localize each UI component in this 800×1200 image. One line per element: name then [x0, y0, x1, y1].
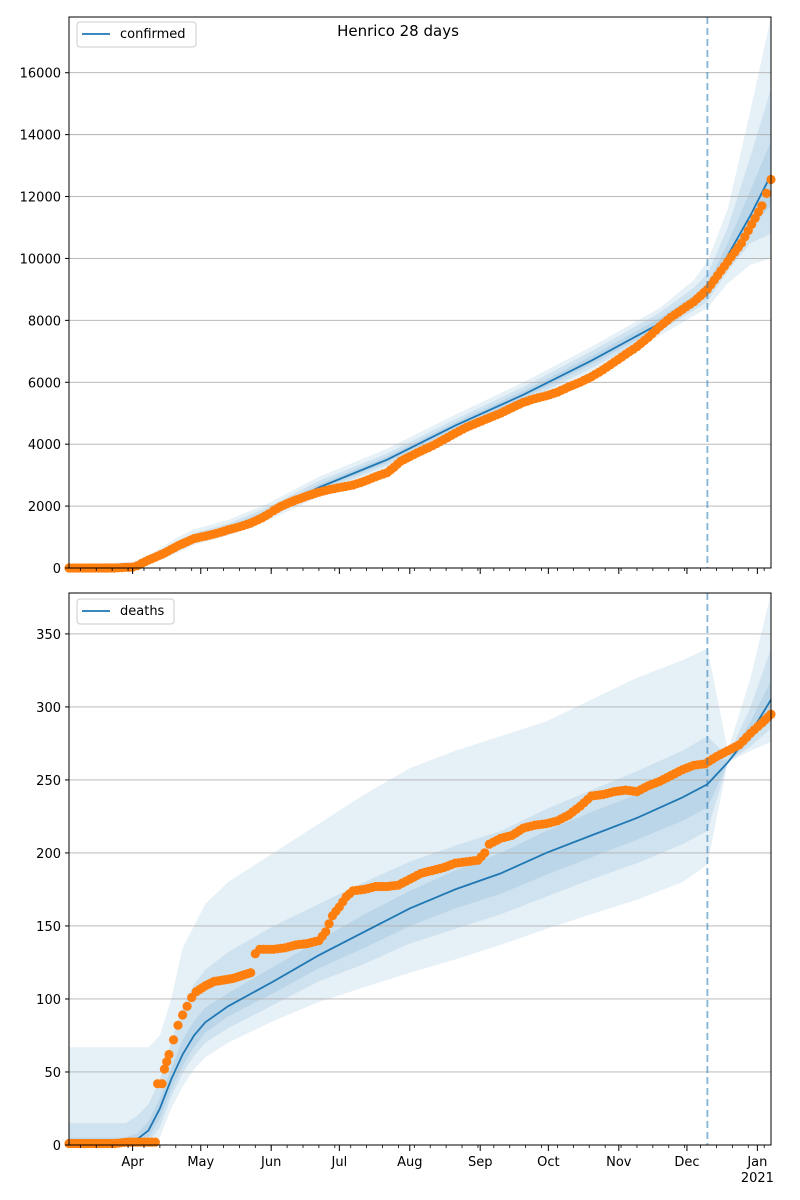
observed-point — [159, 1064, 169, 1074]
x-tick-label: Aug — [397, 1155, 422, 1170]
deaths-axes — [68, 592, 772, 1146]
legend-label-deaths: deaths — [120, 604, 165, 619]
x-tick-label: Jun — [260, 1155, 281, 1170]
observed-point — [246, 968, 256, 978]
x-axis-year-label: 2021 — [741, 1171, 774, 1186]
observed-point — [150, 1137, 160, 1147]
uncertainty-band — [69, 648, 771, 1145]
y-tick-label: 300 — [36, 701, 61, 716]
y-tick-label: 150 — [36, 920, 61, 935]
x-tick-label: Sep — [468, 1155, 493, 1170]
x-tick-label: Nov — [606, 1155, 632, 1170]
x-tick-label: Jan — [746, 1155, 767, 1170]
y-tick-label: 50 — [44, 1066, 61, 1081]
y-tick-label: 250 — [36, 774, 61, 789]
deaths-observed-points — [64, 709, 776, 1149]
deaths-legend: deaths — [76, 598, 175, 625]
observed-point — [162, 1057, 172, 1067]
observed-point — [168, 1035, 179, 1045]
y-tick-label: 0 — [53, 1139, 61, 1154]
y-tick-label: 16000 — [20, 67, 61, 82]
x-tick-label: Dec — [674, 1155, 699, 1170]
x-tick-label: Jul — [331, 1155, 348, 1170]
observed-point — [761, 188, 772, 198]
observed-point — [321, 927, 331, 937]
x-tick-label: May — [187, 1155, 214, 1170]
observed-point — [480, 848, 490, 858]
y-tick-label: 10000 — [20, 252, 61, 267]
confirmed-legend: confirmed — [76, 21, 197, 48]
y-tick-label: 6000 — [28, 376, 61, 391]
confirmed-x-ticks — [79, 568, 765, 574]
deaths-panel: 0 50 100 150 200 250 300 350 deaths — [36, 592, 776, 1154]
confirmed-y-ticks: 0 2000 4000 6000 8000 10000 12000 14000 16000 — [20, 67, 69, 577]
observed-point — [173, 1020, 183, 1030]
deaths-model-line — [69, 699, 772, 1146]
chart-title: Henrico 28 days — [337, 22, 459, 40]
observed-point — [757, 201, 767, 211]
confirmed-panel: 0 2000 4000 6000 8000 10000 12000 14000 16000 co… — [20, 16, 776, 577]
plot-frame — [68, 16, 772, 569]
legend-box — [76, 598, 175, 625]
observed-point — [324, 919, 334, 929]
y-tick-label: 8000 — [28, 314, 61, 329]
observed-point — [157, 1079, 167, 1089]
deaths-x-ticks — [79, 1145, 765, 1151]
observed-point — [164, 1049, 174, 1060]
deaths-y-ticks: 0 50 100 150 200 250 300 350 — [36, 628, 69, 1154]
y-tick-label: 14000 — [20, 129, 61, 144]
y-tick-label: 4000 — [28, 438, 61, 453]
legend-box — [76, 21, 197, 48]
x-axis-month-labels: Apr May Jun Jul Aug Sep Oct Nov Dec Jan — [121, 1155, 767, 1170]
y-tick-label: 2000 — [28, 500, 61, 515]
confirmed-observed-points — [64, 174, 776, 573]
x-tick-label: Oct — [537, 1155, 559, 1170]
uncertainty-band — [69, 680, 771, 1145]
plot-frame — [68, 592, 772, 1146]
x-tick-label: Apr — [121, 1155, 144, 1170]
observed-point — [182, 1001, 192, 1011]
legend-label-confirmed: confirmed — [120, 27, 186, 42]
y-tick-label: 350 — [36, 628, 61, 643]
y-tick-label: 100 — [36, 993, 61, 1008]
observed-point — [178, 1010, 188, 1020]
y-tick-label: 200 — [36, 847, 61, 862]
y-tick-label: 0 — [53, 562, 61, 577]
confirmed-axes — [68, 16, 772, 569]
model-median-line — [69, 699, 772, 1146]
deaths-gridlines — [69, 633, 771, 1073]
y-tick-label: 12000 — [20, 191, 61, 206]
